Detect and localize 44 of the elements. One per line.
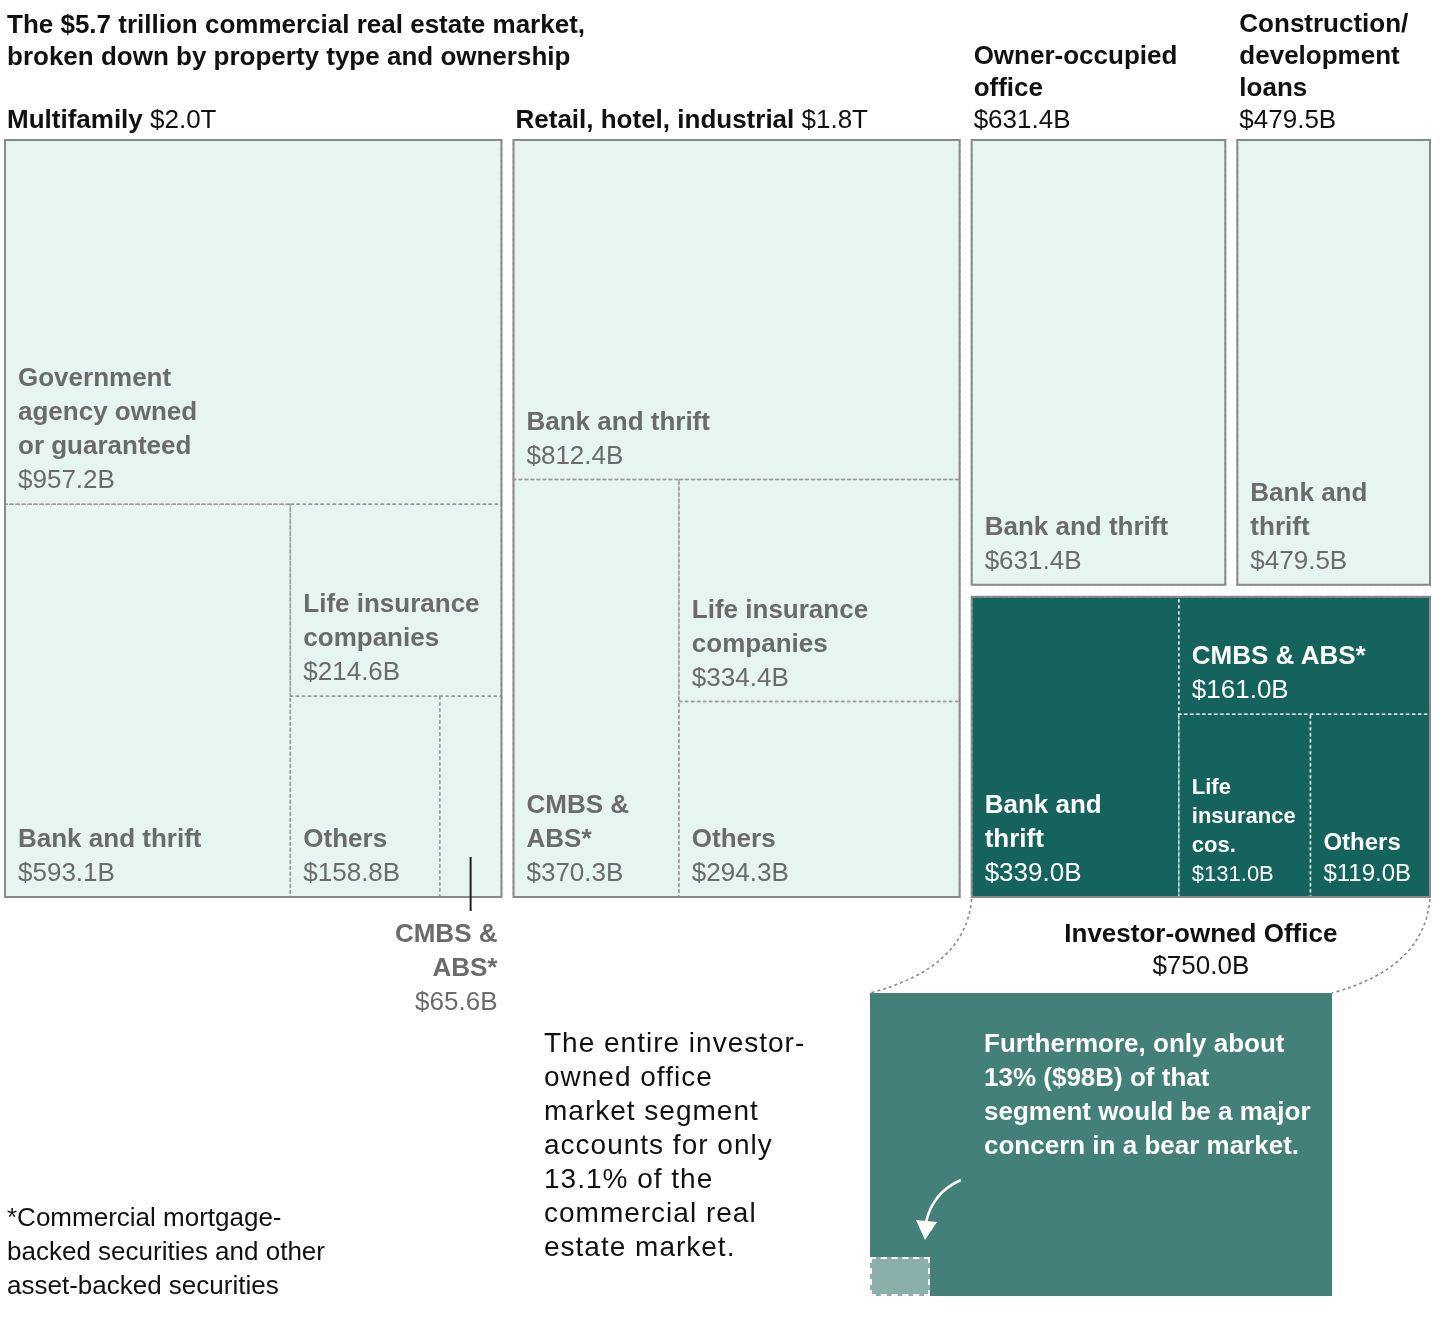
category-label: Others bbox=[303, 823, 388, 853]
data-label: $957.2B bbox=[18, 464, 115, 495]
data-label: $812.4B bbox=[526, 439, 624, 470]
text: The entire investor-owned office market segment accounts for only 13.1% of the commercial real estate market. bbox=[544, 1026, 807, 1264]
data-label: $334.4B bbox=[691, 661, 789, 692]
series-label: Investor-owned Office bbox=[1064, 918, 1338, 948]
series-label: Owner-occupied office bbox=[973, 40, 1178, 102]
text: The $5.7 trillion commercial real estate market, broken down by property type and ownership bbox=[7, 8, 587, 72]
series-label: Construction/development loans bbox=[1239, 8, 1409, 102]
category-label: CMBS & ABS* bbox=[1191, 640, 1367, 671]
category-label: Life insurance companies bbox=[303, 588, 480, 653]
category-label: Life insurance cos. bbox=[1191, 774, 1296, 857]
category-label: Bank and thrift bbox=[984, 510, 1169, 541]
data-label: $593.1B bbox=[18, 857, 115, 887]
text: $631.4B bbox=[973, 104, 1071, 134]
data-label: $294.3B bbox=[691, 857, 789, 887]
text: *Commercial mortgage-backed securities and other asset-backed securities bbox=[7, 1201, 326, 1302]
data-label: $339.0B bbox=[984, 857, 1082, 887]
category-label: Bank and thrift bbox=[526, 405, 711, 436]
data-label: $479.5B bbox=[1250, 544, 1348, 575]
data-label: $119.0B bbox=[1323, 859, 1412, 886]
category-label: Life insurance companies bbox=[691, 593, 869, 658]
text: Furthermore, only about 13% ($98B) of that segment would be a major concern in a bear market. bbox=[984, 1027, 1312, 1162]
series-label: Multifamily bbox=[7, 104, 144, 134]
data-label: $370.3B bbox=[526, 857, 624, 887]
text: $479.5B bbox=[1239, 104, 1337, 134]
category-label: Government agency owned or guaranteed bbox=[18, 362, 198, 461]
data-label: $161.0B bbox=[1191, 674, 1289, 705]
data-label: $214.6B bbox=[303, 656, 401, 687]
category-label: CMBS & ABS* bbox=[526, 789, 630, 853]
category-label: Others bbox=[1323, 828, 1401, 855]
category-label: Others bbox=[691, 823, 776, 853]
series-label: Retail, hotel, industrial bbox=[515, 104, 795, 134]
category-label: CMBS & ABS* bbox=[394, 918, 499, 982]
data-label: $631.4B bbox=[984, 544, 1082, 575]
category-label: Bank and thrift bbox=[984, 789, 1102, 853]
data-label: $65.6B bbox=[415, 986, 498, 1016]
data-label: $158.8B bbox=[303, 857, 401, 887]
text: $1.8T bbox=[801, 104, 869, 134]
text: $2.0T bbox=[150, 104, 217, 134]
category-label: Bank and thrift bbox=[18, 823, 202, 853]
data-label: $131.0B bbox=[1191, 861, 1274, 886]
category-label: Bank and thrift bbox=[1250, 476, 1368, 541]
text: $750.0B bbox=[1152, 950, 1250, 980]
